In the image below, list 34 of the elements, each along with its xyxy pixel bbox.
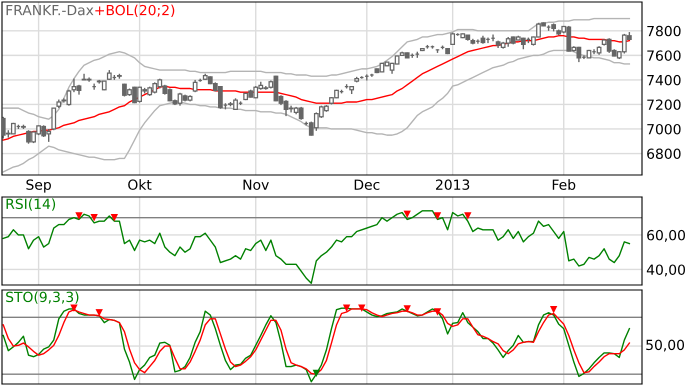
x-tick-label: Okt bbox=[128, 179, 152, 190]
y-tick-label: 7600 bbox=[647, 50, 681, 61]
x-tick-label: 2013 bbox=[436, 179, 470, 190]
point bbox=[70, 304, 78, 312]
text: +BOL(20;2) bbox=[95, 4, 174, 17]
x-tick-label: Feb bbox=[552, 179, 576, 190]
candlestick bbox=[51, 106, 56, 131]
chart-title: RSI(14) bbox=[6, 198, 56, 211]
chart-title: FRANKF.-Dax bbox=[6, 5, 94, 16]
candlestick bbox=[450, 32, 456, 46]
y-tick-label: 40,00 bbox=[646, 264, 686, 276]
ref-line-label: 50,00 bbox=[646, 340, 684, 352]
line-series bbox=[2, 35, 630, 141]
y-tick-label: 7000 bbox=[647, 124, 681, 134]
point bbox=[358, 304, 366, 312]
x-tick-label: Nov bbox=[244, 180, 269, 190]
y-tick-label: 60,00 bbox=[647, 230, 686, 242]
x-tick-label: Sep bbox=[26, 179, 51, 193]
y-tick-label: 6800 bbox=[647, 148, 681, 160]
point bbox=[434, 308, 442, 316]
y-tick-label: 7200 bbox=[647, 99, 681, 110]
point bbox=[342, 304, 350, 312]
point bbox=[312, 370, 320, 378]
candlestick bbox=[192, 79, 198, 93]
y-tick-label: 7400 bbox=[647, 74, 681, 86]
line-series bbox=[2, 18, 630, 120]
point bbox=[404, 305, 411, 313]
y-tick-label: 7800 bbox=[647, 26, 681, 36]
line-series bbox=[2, 210, 630, 284]
x-tick-label: Dec bbox=[354, 180, 380, 190]
candlestick bbox=[106, 69, 112, 81]
point bbox=[96, 309, 103, 316]
point bbox=[550, 306, 558, 314]
chart-title: STO(9,3,3) bbox=[6, 291, 78, 304]
